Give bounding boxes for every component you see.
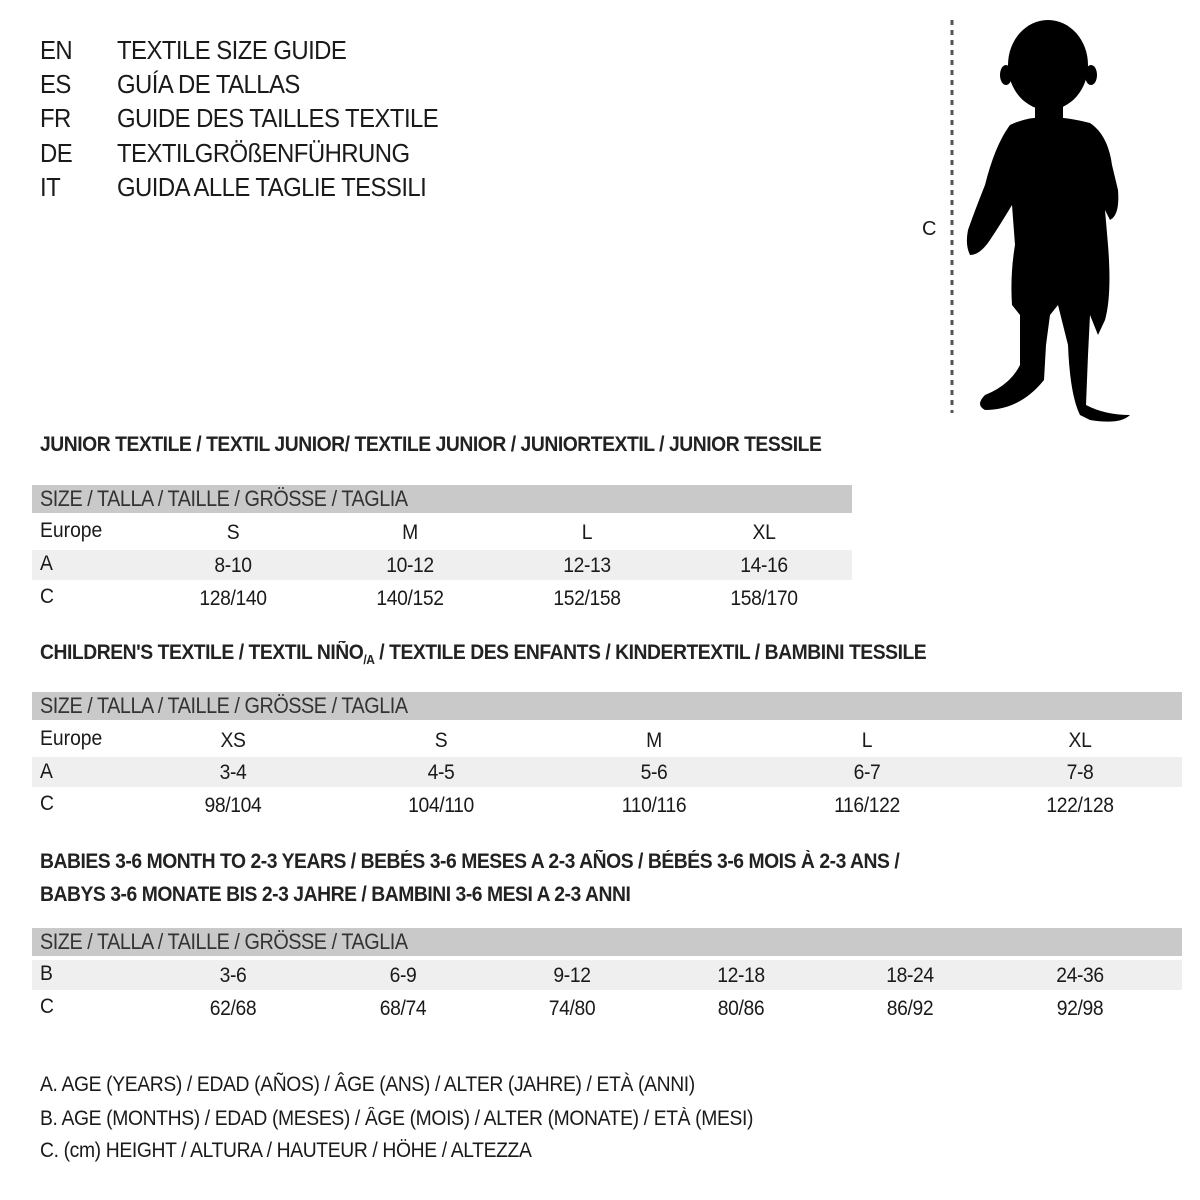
table-cell: 68/74 [379,997,427,1020]
junior-title: JUNIOR TEXTILE / TEXTIL JUNIOR/ TEXTILE … [40,433,822,456]
table-cell: 12-13 [563,554,611,577]
title-sub: /A [363,652,375,668]
table-cell: 86/92 [886,997,934,1020]
table-cell: 122/128 [1046,794,1114,817]
legend-c: C. (cm) HEIGHT / ALTURA / HAUTEUR / HÖHE… [40,1139,532,1162]
table-cell: XS [220,729,246,752]
table-cell: 6-7 [853,761,881,784]
row-label: B [40,962,53,985]
lang-code: IT [40,172,61,202]
table-cell: 9-12 [553,964,591,987]
table-cell: 110/116 [621,794,687,817]
table-cell: 152/158 [553,587,621,610]
table-cell: 18-24 [886,964,934,987]
table-cell: 4-5 [427,761,455,784]
table-cell: 14-16 [740,554,788,577]
children-header: SIZE / TALLA / TAILLE / GRÖSSE / TAGLIA [32,692,1182,720]
row-label: A [40,760,53,783]
table-cell: M [402,521,418,544]
row-shade [32,550,852,580]
children-title: CHILDREN'S TEXTILE / TEXTIL NIÑO/A / TEX… [40,640,927,673]
table-cell: 140/152 [376,587,444,610]
table-cell: L [861,729,873,752]
row-label: Europe [40,727,103,750]
measure-label: C [922,218,937,240]
row-shade [32,757,1182,787]
table-cell: M [646,729,662,752]
table-cell: 92/98 [1056,997,1104,1020]
child-silhouette-icon [950,20,1130,422]
babies-header: SIZE / TALLA / TAILLE / GRÖSSE / TAGLIA [32,928,1182,956]
junior-header: SIZE / TALLA / TAILLE / GRÖSSE / TAGLIA [32,485,852,513]
table-cell: 62/68 [209,997,257,1020]
header-label: SIZE / TALLA / TAILLE / GRÖSSE / TAGLIA [40,929,408,954]
table-cell: XL [752,521,776,544]
table-cell: S [226,521,240,544]
table-cell: 8-10 [214,554,252,577]
title-text: / TEXTILE DES ENFANTS / KINDERTEXTIL / B… [374,641,927,664]
legend-a: A. AGE (YEARS) / EDAD (AÑOS) / ÂGE (ANS)… [40,1073,695,1096]
table-cell: 104/110 [408,794,474,817]
babies-title-line1: BABIES 3-6 MONTH TO 2-3 YEARS / BEBÉS 3-… [40,850,900,873]
row-shade [32,960,1182,990]
lang-title: GUIDE DES TAILLES TEXTILE [117,103,439,133]
header-label: SIZE / TALLA / TAILLE / GRÖSSE / TAGLIA [40,486,408,511]
table-cell: 12-18 [717,964,765,987]
lang-code: DE [40,138,73,168]
babies-title-line2: BABYS 3-6 MONATE BIS 2-3 JAHRE / BAMBINI… [40,883,631,906]
table-cell: 7-8 [1066,761,1094,784]
header-label: SIZE / TALLA / TAILLE / GRÖSSE / TAGLIA [40,693,408,718]
table-cell: 74/80 [548,997,596,1020]
table-cell: 80/86 [717,997,765,1020]
table-cell: 158/170 [730,587,798,610]
legend-b: B. AGE (MONTHS) / EDAD (MESES) / ÂGE (MO… [40,1107,754,1130]
table-cell: 6-9 [389,964,417,987]
table-cell: 128/140 [199,587,267,610]
lang-title: TEXTILE SIZE GUIDE [117,35,347,65]
row-label: Europe [40,519,103,542]
lang-code: EN [40,35,73,65]
table-cell: 24-36 [1056,964,1104,987]
table-cell: S [434,729,448,752]
row-label: A [40,552,53,575]
lang-title: TEXTILGRÖßENFÜHRUNG [117,138,410,168]
table-cell: 5-6 [640,761,668,784]
lang-code: ES [40,69,71,99]
table-cell: 116/122 [834,794,900,817]
table-cell: 3-6 [219,964,247,987]
table-cell: 10-12 [386,554,434,577]
lang-code: FR [40,103,71,133]
lang-title: GUÍA DE TALLAS [117,69,300,99]
row-label: C [40,585,54,608]
table-cell: XL [1068,729,1092,752]
table-cell: 3-4 [219,761,247,784]
table-cell: L [581,521,593,544]
row-label: C [40,995,54,1018]
lang-title: GUIDA ALLE TAGLIE TESSILI [117,172,427,202]
table-cell: 98/104 [204,794,262,817]
row-label: C [40,792,54,815]
title-text: CHILDREN'S TEXTILE / TEXTIL NIÑO [40,641,364,664]
